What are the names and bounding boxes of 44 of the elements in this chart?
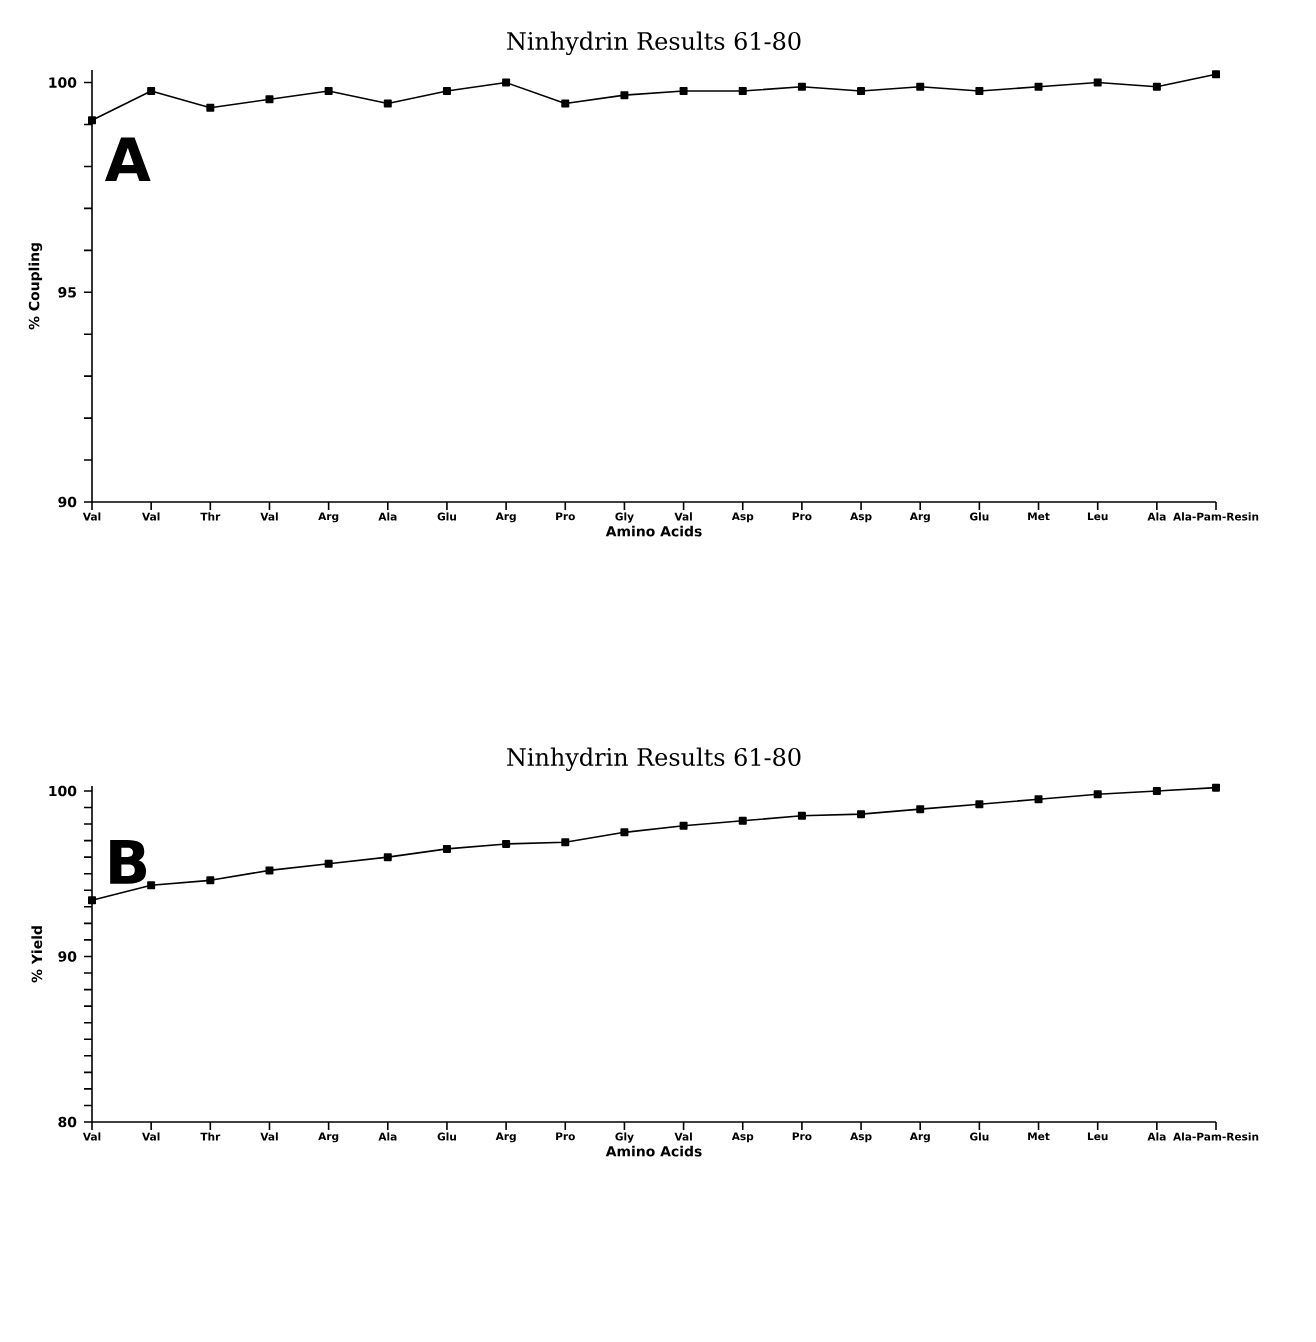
annotation: B <box>110 840 147 884</box>
annotation: A <box>104 137 151 182</box>
point <box>442 86 451 95</box>
point <box>265 95 274 104</box>
point <box>88 116 96 125</box>
point <box>1212 783 1221 792</box>
point <box>857 810 866 819</box>
point <box>620 828 629 837</box>
chart-title: Ninhydrin Results 61-80 <box>507 31 801 55</box>
point <box>679 821 688 830</box>
point <box>738 816 747 825</box>
point <box>975 800 984 809</box>
point <box>147 86 156 95</box>
point <box>1093 78 1102 87</box>
point <box>738 86 747 95</box>
point <box>324 86 333 95</box>
point <box>1212 70 1221 79</box>
point <box>1093 790 1102 799</box>
point <box>442 844 451 853</box>
point <box>88 896 96 905</box>
point <box>324 859 333 868</box>
point <box>1152 82 1161 91</box>
point <box>857 86 866 95</box>
point <box>147 881 156 890</box>
point <box>620 91 629 100</box>
point <box>916 82 925 91</box>
point <box>797 82 806 91</box>
chart-title: Ninhydrin Results 61-80 <box>507 747 801 771</box>
point <box>265 866 274 875</box>
point <box>502 78 511 87</box>
point <box>1034 795 1043 804</box>
point <box>383 99 392 108</box>
point <box>679 86 688 95</box>
point <box>1034 82 1043 91</box>
point <box>975 86 984 95</box>
point <box>561 838 570 847</box>
point <box>383 853 392 862</box>
point <box>502 839 511 848</box>
point <box>916 805 925 814</box>
point <box>561 99 570 108</box>
point <box>206 103 215 112</box>
point <box>1152 786 1161 795</box>
point <box>206 876 215 885</box>
point <box>797 811 806 820</box>
